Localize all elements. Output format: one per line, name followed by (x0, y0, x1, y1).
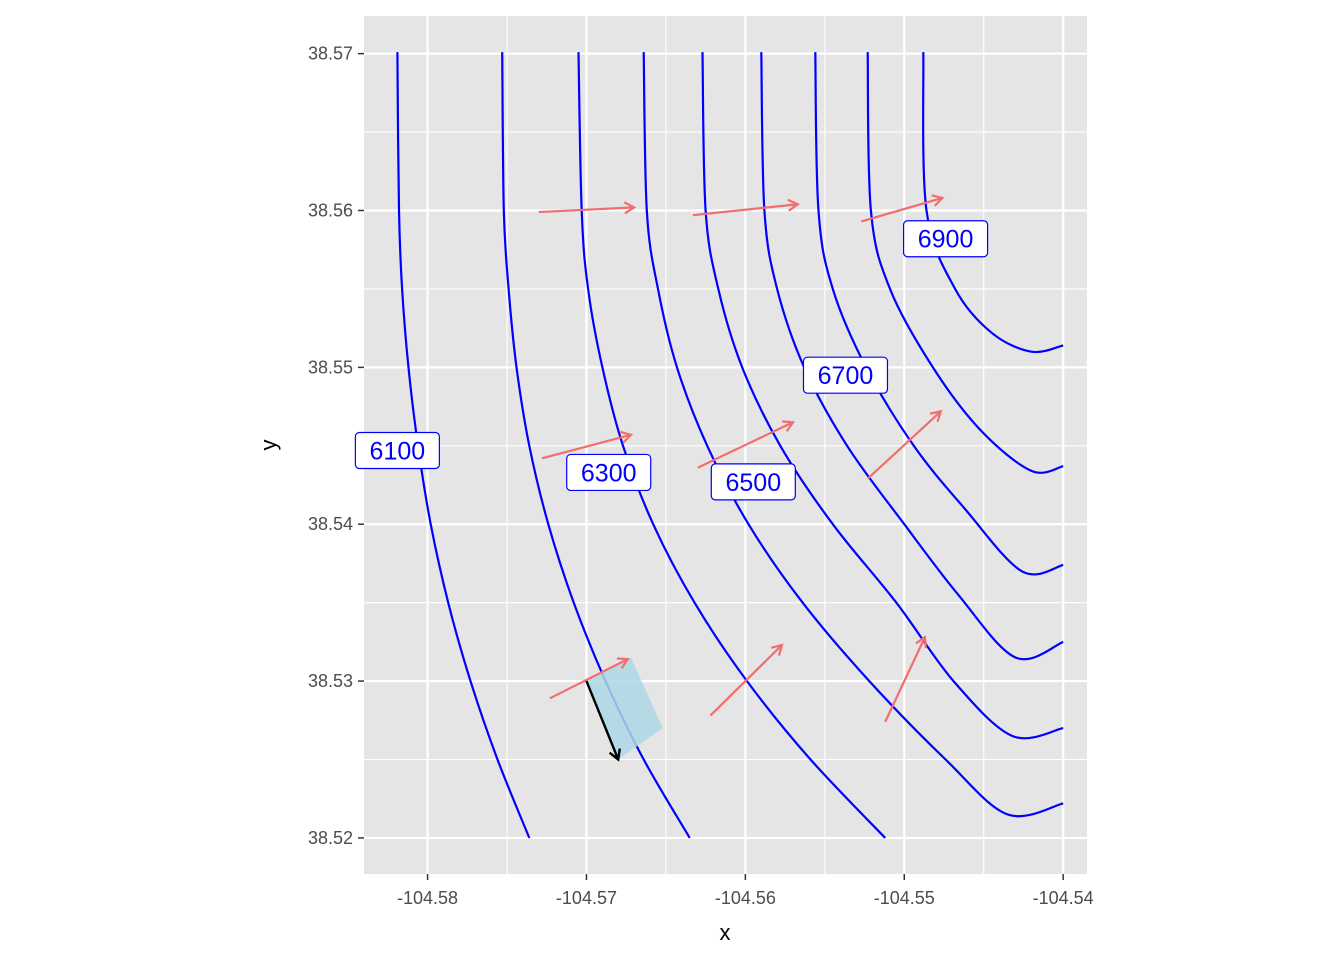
gradient-arrows (538, 194, 945, 723)
gradient-arrow-head (782, 420, 795, 432)
x-tick-label: -104.55 (874, 888, 935, 908)
x-tick-label: -104.58 (397, 888, 458, 908)
contour-label-box (354, 431, 440, 470)
y-axis: 38.52 38.53 38.54 38.55 38.56 38.57 (308, 44, 364, 848)
y-tick-label: 38.57 (308, 44, 353, 64)
y-tick-label: 38.52 (308, 828, 353, 848)
contour-label-text: 6100 (370, 437, 426, 465)
x-tick-label: -104.54 (1033, 888, 1094, 908)
path-arrow-head (608, 748, 621, 762)
path-arrow-group (585, 680, 621, 762)
highlight-region (586, 657, 663, 760)
contour-label: 6500 (710, 463, 796, 501)
gradient-arrow-head (787, 198, 800, 212)
y-axis-title: y (256, 440, 281, 451)
contour-label-text: 6700 (818, 362, 874, 390)
grid-minor (364, 16, 1087, 874)
gradient-arrow (861, 196, 943, 223)
contour-label: 6100 (354, 431, 440, 470)
highlight-polygon (586, 657, 663, 760)
y-tick-label: 38.54 (308, 514, 353, 534)
gradient-arrow (538, 206, 635, 214)
contour-label-box (710, 463, 796, 501)
y-tick-label: 38.53 (308, 671, 353, 691)
contour-label: 6700 (802, 356, 889, 394)
gradient-arrow (884, 636, 926, 723)
contour-label-box (802, 356, 889, 394)
contour-label: 6900 (902, 220, 989, 258)
gradient-arrow-head (931, 194, 945, 207)
x-tick-label: -104.56 (715, 888, 776, 908)
contour-label-text: 6900 (918, 226, 974, 254)
x-axis-title: x (720, 920, 731, 945)
contour-label: 6300 (566, 453, 652, 492)
contour-line (922, 52, 1064, 354)
x-axis: -104.58 -104.57 -104.56 -104.55 -104.54 (397, 874, 1094, 908)
gradient-arrow (549, 658, 629, 700)
contour-line (396, 52, 531, 839)
gradient-arrow-head (915, 635, 927, 649)
y-tick-label: 38.55 (308, 357, 353, 377)
y-tick-label: 38.56 (308, 201, 353, 221)
gradient-arrow (541, 433, 632, 460)
gradient-arrow (709, 644, 783, 717)
gradient-arrow-head (616, 657, 630, 669)
contour-line (866, 52, 1064, 474)
path-arrow (585, 680, 620, 760)
gradient-arrow-head (929, 409, 943, 423)
x-tick-label: -104.57 (556, 888, 617, 908)
contour-line (642, 52, 1064, 818)
gradient-arrow (866, 410, 942, 480)
contour-line (760, 52, 1064, 661)
contour-labels: 6100 6300 6500 6700 6900 (354, 220, 989, 501)
plot-panel (364, 16, 1087, 874)
gradient-arrow-head (771, 643, 784, 656)
gradient-arrow (697, 421, 794, 469)
contour-label-box (902, 220, 989, 258)
contour-label-text: 6300 (581, 459, 637, 487)
gradient-arrow-head (620, 430, 634, 444)
contour-label-box (566, 453, 652, 492)
gradient-arrow (692, 203, 798, 217)
contour-line (701, 52, 1064, 740)
gradient-arrow-head (623, 201, 637, 215)
contour-label-text: 6500 (725, 469, 781, 497)
